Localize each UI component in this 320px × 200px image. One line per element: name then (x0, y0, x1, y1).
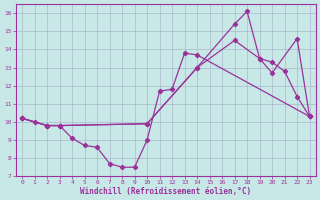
X-axis label: Windchill (Refroidissement éolien,°C): Windchill (Refroidissement éolien,°C) (80, 187, 252, 196)
